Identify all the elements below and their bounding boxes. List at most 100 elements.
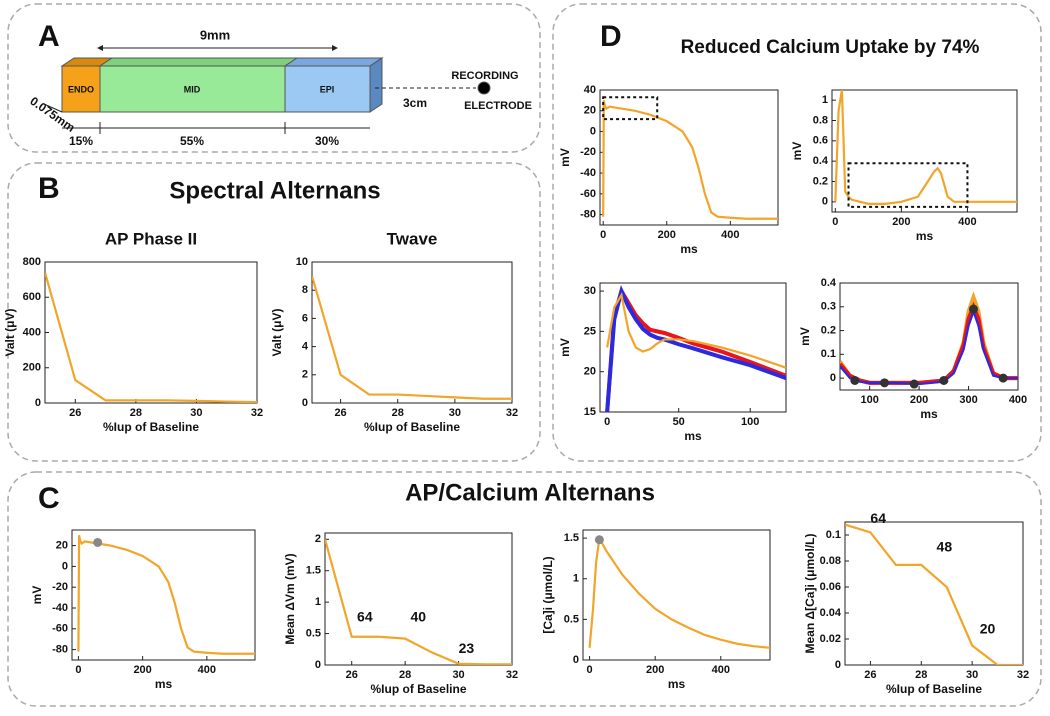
y-tick-label: 0 (835, 659, 841, 671)
plot-frame (582, 529, 771, 661)
y-tick-label: 200 (23, 362, 41, 374)
y-tick-label: -60 (52, 623, 68, 635)
x-tick-label: 32 (1017, 669, 1029, 681)
x-tick-label: 100 (860, 394, 878, 406)
y-tick-label: 0 (62, 560, 68, 572)
y-tick-label: 30 (584, 285, 596, 297)
panel-frames (7, 3, 1042, 707)
panel-title: Reduced Calcium Uptake by 74% (681, 37, 980, 58)
series-line (77, 534, 255, 655)
series-line (602, 100, 778, 220)
plot-frame (831, 89, 1018, 213)
y-axis-label: Valt (μV) (270, 308, 284, 356)
segment-label: EPI (320, 84, 335, 94)
tissue-diagram (43, 45, 491, 134)
x-tick-label: 400 (958, 216, 976, 228)
marker-point (880, 378, 889, 388)
y-tick-label: 0.3 (821, 301, 836, 313)
y-tick-label: 0.08 (820, 555, 841, 567)
y-tick-label: 0.6 (813, 135, 828, 147)
marker-point (909, 379, 919, 389)
marker-point (594, 535, 604, 545)
y-tick-label: 0.4 (813, 155, 829, 167)
x-tick-label: 200 (910, 394, 928, 406)
y-axis-label: Mean Δ[Ca]i (μmol/L) (803, 534, 817, 654)
plot-frame (844, 521, 1024, 666)
x-tick-label: 28 (392, 407, 404, 419)
series-line (834, 90, 1017, 205)
y-tick-label: 2 (315, 533, 321, 545)
y-tick-label: 15 (584, 406, 596, 418)
y-tick-label: 0.02 (820, 633, 841, 645)
y-tick-label: 6 (302, 312, 308, 324)
series-line (588, 534, 770, 649)
x-tick-label: 200 (133, 664, 151, 676)
y-tick-label: 0.4 (821, 277, 837, 289)
x-tick-label: 26 (346, 669, 358, 681)
y-tick-label: 0 (590, 125, 596, 137)
x-tick-label: 30 (966, 669, 978, 681)
y-tick-label: 1 (315, 596, 321, 608)
x-axis-label: ms (684, 429, 702, 443)
plot-frame (839, 282, 1019, 391)
marker-point (93, 537, 103, 547)
y-tick-label: 0.1 (826, 529, 841, 541)
y-axis-label: mV (558, 148, 572, 167)
y-axis-label: mV (30, 586, 44, 605)
x-axis-label: ms (680, 242, 698, 256)
y-tick-label: 0.8 (813, 114, 828, 126)
chart-title: AP Phase II (105, 229, 197, 248)
x-axis-label: ms (668, 677, 686, 691)
fraction-label: 15% (69, 134, 93, 148)
electrode-label: RECORDING (451, 70, 518, 82)
x-tick-label: 30 (452, 669, 464, 681)
x-tick-label: 100 (741, 416, 759, 428)
y-tick-label: 0.2 (813, 175, 828, 187)
panel-label: B (38, 172, 60, 205)
series-line (605, 284, 786, 412)
y-tick-label: 0 (302, 397, 308, 409)
y-tick-label: 8 (302, 284, 308, 296)
y-tick-label: 4 (302, 341, 309, 353)
y-tick-label: 0.06 (820, 581, 841, 593)
y-tick-label: 1 (573, 573, 579, 585)
x-tick-label: 400 (721, 229, 739, 241)
x-tick-label: 50 (673, 416, 685, 428)
x-tick-label: 30 (190, 407, 202, 419)
panel-label: D (600, 20, 622, 53)
x-tick-label: 300 (959, 394, 977, 406)
x-axis-label: %Iup of Baseline (370, 682, 466, 696)
x-tick-label: 0 (75, 664, 81, 676)
series-line (325, 538, 512, 665)
x-tick-label: 0 (586, 664, 592, 676)
annotation: 40 (410, 609, 426, 625)
y-axis-label: mV (790, 142, 804, 161)
x-tick-label: 200 (646, 664, 664, 676)
series-line (45, 272, 257, 403)
marker-point (998, 373, 1008, 383)
y-tick-label: 400 (23, 326, 41, 338)
y-axis-label: [Ca]i (μmol/L) (541, 556, 555, 633)
y-axis-label: mV (798, 327, 812, 346)
zoom-box (847, 162, 969, 208)
fraction-label: 55% (180, 134, 204, 148)
y-tick-label: 20 (584, 366, 596, 378)
y-tick-label: -60 (580, 188, 596, 200)
x-tick-label: 0 (832, 216, 838, 228)
x-tick-label: 32 (506, 669, 518, 681)
series-line (605, 286, 786, 412)
y-tick-label: -20 (580, 146, 596, 158)
x-axis-label: %Iup of Baseline (103, 420, 199, 434)
annotation: 64 (357, 609, 373, 625)
x-tick-label: 30 (449, 407, 461, 419)
x-axis-label: %Iup of Baseline (364, 420, 460, 434)
y-tick-label: 25 (584, 325, 596, 337)
y-axis-label: Mean ΔVm (mV) (283, 553, 297, 644)
y-tick-label: -40 (52, 602, 68, 614)
x-tick-label: 28 (130, 407, 142, 419)
y-tick-label: 0.04 (820, 607, 842, 619)
y-tick-label: 800 (23, 256, 41, 268)
x-tick-label: 32 (251, 407, 263, 419)
y-tick-label: 0 (830, 372, 836, 384)
